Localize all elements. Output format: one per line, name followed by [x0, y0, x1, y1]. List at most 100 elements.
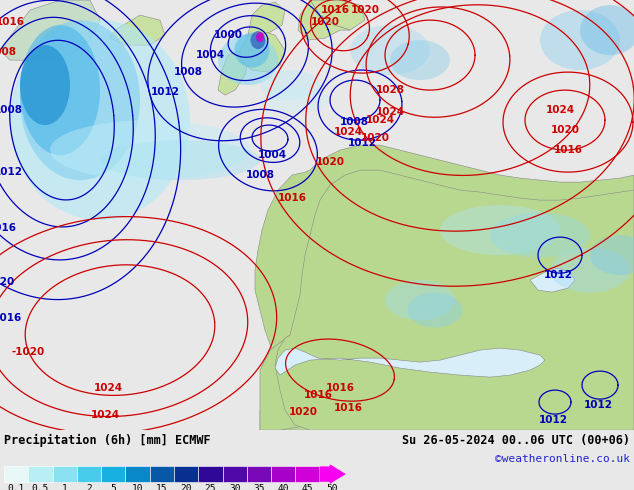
- FancyArrow shape: [320, 464, 346, 485]
- Bar: [126, 466, 150, 482]
- Text: 1008: 1008: [0, 105, 22, 115]
- Ellipse shape: [50, 120, 250, 180]
- Text: 1024: 1024: [365, 115, 394, 125]
- Polygon shape: [275, 348, 545, 377]
- Text: 1020: 1020: [351, 5, 380, 15]
- Polygon shape: [218, 50, 248, 95]
- Text: 1020: 1020: [550, 125, 579, 135]
- Ellipse shape: [100, 140, 260, 180]
- Text: ©weatheronline.co.uk: ©weatheronline.co.uk: [495, 454, 630, 464]
- Text: 1012: 1012: [543, 270, 573, 280]
- Text: 15: 15: [156, 484, 167, 490]
- Text: Su 26-05-2024 00..06 UTC (00+06): Su 26-05-2024 00..06 UTC (00+06): [402, 434, 630, 447]
- Bar: [295, 466, 320, 482]
- Ellipse shape: [20, 45, 70, 125]
- Ellipse shape: [250, 31, 266, 49]
- Text: 40: 40: [278, 484, 289, 490]
- Ellipse shape: [260, 88, 330, 113]
- Text: 5: 5: [110, 484, 116, 490]
- Ellipse shape: [20, 20, 140, 180]
- Text: 1020: 1020: [311, 17, 339, 27]
- Ellipse shape: [218, 35, 278, 85]
- Ellipse shape: [385, 280, 455, 320]
- Text: 1016: 1016: [333, 403, 363, 413]
- Ellipse shape: [10, 20, 190, 220]
- Text: -1020: -1020: [11, 347, 44, 357]
- Text: 1008: 1008: [339, 117, 368, 127]
- Text: 1008: 1008: [0, 47, 16, 57]
- Text: 1008: 1008: [245, 170, 275, 180]
- Text: 45: 45: [302, 484, 313, 490]
- Ellipse shape: [440, 205, 560, 255]
- Text: 2: 2: [86, 484, 92, 490]
- Text: 1016: 1016: [325, 383, 354, 393]
- Ellipse shape: [256, 32, 264, 42]
- Bar: [271, 466, 295, 482]
- Text: 1004: 1004: [195, 50, 224, 60]
- Text: 1016: 1016: [0, 17, 25, 27]
- Text: 50: 50: [326, 484, 338, 490]
- Polygon shape: [275, 170, 634, 430]
- Bar: [101, 466, 126, 482]
- Polygon shape: [260, 330, 350, 430]
- Text: 1004: 1004: [257, 150, 287, 160]
- Polygon shape: [248, 2, 285, 35]
- Text: 1016: 1016: [278, 193, 306, 203]
- Text: 20: 20: [181, 484, 192, 490]
- Bar: [29, 466, 53, 482]
- Text: 1016: 1016: [321, 5, 349, 15]
- Text: 0.5: 0.5: [32, 484, 49, 490]
- Polygon shape: [0, 0, 100, 60]
- Text: 1012: 1012: [0, 167, 22, 177]
- Ellipse shape: [580, 5, 634, 55]
- Ellipse shape: [260, 70, 320, 100]
- Ellipse shape: [350, 25, 430, 75]
- Ellipse shape: [408, 293, 462, 328]
- Bar: [4, 466, 29, 482]
- Polygon shape: [530, 268, 575, 292]
- Polygon shape: [255, 145, 634, 430]
- Text: 1016: 1016: [0, 223, 16, 233]
- Polygon shape: [298, 0, 350, 40]
- Text: 1016: 1016: [553, 145, 583, 155]
- Bar: [77, 466, 101, 482]
- Text: 1024: 1024: [375, 107, 404, 117]
- Ellipse shape: [540, 10, 620, 70]
- Text: 1024: 1024: [93, 383, 122, 393]
- Bar: [174, 466, 198, 482]
- Polygon shape: [240, 30, 285, 72]
- Polygon shape: [110, 15, 165, 45]
- Text: 0.1: 0.1: [8, 484, 25, 490]
- Bar: [53, 466, 77, 482]
- Bar: [150, 466, 174, 482]
- Polygon shape: [310, 0, 365, 30]
- Text: 1012: 1012: [538, 415, 567, 425]
- Ellipse shape: [590, 235, 634, 275]
- Ellipse shape: [235, 33, 269, 68]
- Text: 30: 30: [229, 484, 240, 490]
- Text: 1012: 1012: [347, 138, 377, 148]
- Text: 1012: 1012: [150, 87, 179, 97]
- Text: -1016: -1016: [0, 313, 22, 323]
- Text: 1024: 1024: [333, 127, 363, 137]
- Text: Precipitation (6h) [mm] ECMWF: Precipitation (6h) [mm] ECMWF: [4, 434, 210, 447]
- Text: 1: 1: [62, 484, 68, 490]
- Text: 1024: 1024: [91, 410, 120, 420]
- Bar: [247, 466, 271, 482]
- Text: 25: 25: [205, 484, 216, 490]
- Text: 1028: 1028: [375, 85, 404, 95]
- Bar: [198, 466, 223, 482]
- Text: 1024: 1024: [545, 105, 574, 115]
- Text: 1020: 1020: [361, 133, 389, 143]
- Ellipse shape: [390, 40, 450, 80]
- Text: 1008: 1008: [174, 67, 202, 77]
- Ellipse shape: [490, 213, 590, 258]
- Ellipse shape: [550, 247, 630, 293]
- Ellipse shape: [20, 25, 100, 155]
- Text: 10: 10: [132, 484, 143, 490]
- Bar: [223, 466, 247, 482]
- Text: 35: 35: [253, 484, 265, 490]
- Text: 1020: 1020: [316, 157, 344, 167]
- Text: 1012: 1012: [583, 400, 612, 410]
- Text: 1020: 1020: [288, 407, 318, 417]
